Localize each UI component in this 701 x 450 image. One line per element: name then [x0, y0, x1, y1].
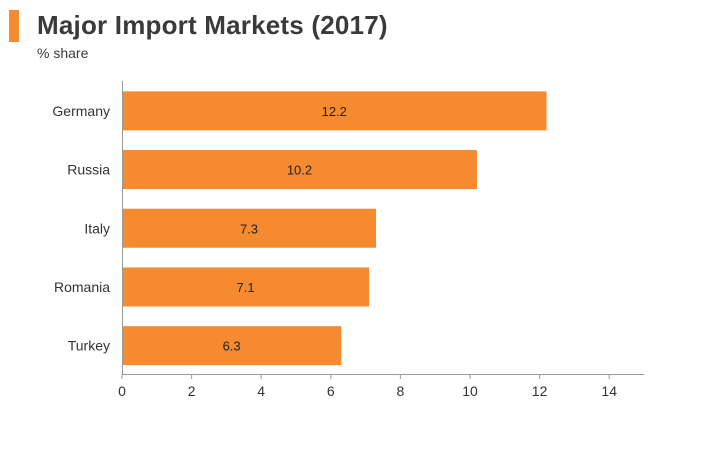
- x-tick-label-14: 14: [601, 383, 617, 399]
- x-tick-label-0: 0: [118, 383, 126, 399]
- bar-romania: [122, 267, 370, 307]
- bars-group: [122, 91, 547, 366]
- axes-group: [121, 81, 644, 379]
- bar-italy: [122, 208, 377, 248]
- tick-labels-group: 0 2 4 6 8 10 12 14: [118, 383, 617, 399]
- category-label-russia: Russia: [67, 162, 110, 178]
- chart-subtitle: % share: [37, 45, 89, 61]
- category-labels-group: Germany Russia Italy Romania Turkey: [52, 103, 110, 354]
- x-tick-label-10: 10: [462, 383, 478, 399]
- x-tick-label-2: 2: [188, 383, 196, 399]
- category-label-romania: Romania: [54, 279, 110, 295]
- x-tick-label-8: 8: [397, 383, 405, 399]
- data-label-germany: 12.2: [322, 104, 347, 119]
- data-labels-group: 12.2 10.2 7.3 7.1 6.3: [223, 104, 347, 354]
- category-label-italy: Italy: [84, 220, 110, 236]
- data-label-turkey: 6.3: [223, 339, 241, 354]
- data-label-russia: 10.2: [287, 163, 312, 178]
- data-label-romania: 7.1: [237, 280, 255, 295]
- category-label-turkey: Turkey: [68, 338, 110, 354]
- bar-russia: [122, 150, 477, 190]
- data-label-italy: 7.3: [240, 221, 258, 236]
- bar-germany: [122, 91, 547, 131]
- title-accent-bar: [9, 10, 19, 42]
- x-tick-label-6: 6: [327, 383, 335, 399]
- x-tick-label-4: 4: [257, 383, 265, 399]
- chart-title: Major Import Markets (2017): [37, 10, 388, 40]
- bar-turkey: [122, 326, 342, 366]
- category-label-germany: Germany: [52, 103, 110, 119]
- x-tick-label-12: 12: [532, 383, 548, 399]
